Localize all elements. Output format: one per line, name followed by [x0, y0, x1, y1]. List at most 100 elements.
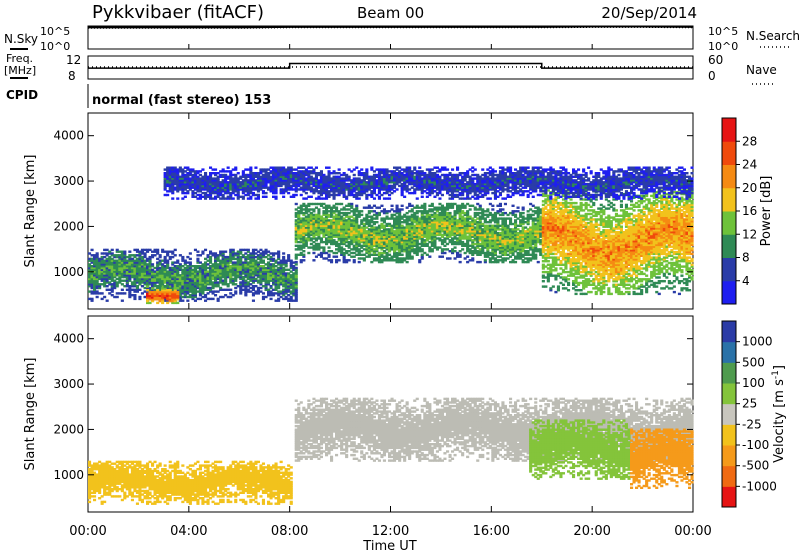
heatmap-cell [193, 285, 197, 288]
heatmap-cell [377, 240, 381, 244]
heatmap-cell [534, 228, 538, 231]
heatmap-cell [473, 222, 477, 226]
heatmap-cell [408, 215, 412, 218]
heatmap-cell [433, 246, 437, 249]
heatmap-cell [198, 272, 202, 275]
heatmap-cell [342, 259, 346, 262]
heatmap-cell [269, 265, 273, 268]
heatmap-cell [193, 295, 197, 299]
heatmap-cell [577, 247, 581, 250]
heatmap-cell [446, 204, 450, 207]
heatmap-cell [451, 239, 455, 242]
heatmap-cell [335, 260, 339, 264]
heatmap-cell [488, 224, 492, 227]
heatmap-cell [158, 270, 162, 273]
heatmap-cell [123, 266, 127, 270]
heatmap-cell [176, 274, 180, 277]
heatmap-cell [405, 226, 409, 229]
heatmap-cell [128, 259, 132, 262]
heatmap-cell [539, 242, 543, 246]
heatmap-cell [297, 213, 301, 217]
heatmap-cell [204, 268, 208, 271]
heatmap-cell [574, 281, 578, 285]
heatmap-cell [241, 254, 245, 257]
heatmap-cell [246, 255, 250, 259]
heatmap-cell [415, 210, 419, 213]
heatmap-cell [395, 244, 399, 247]
heatmap-cell [587, 225, 591, 228]
heatmap-cell [556, 211, 560, 214]
heatmap-cell [292, 266, 296, 270]
heatmap-cell [204, 279, 208, 282]
heatmap-cell [365, 246, 369, 249]
heatmap-cell [501, 244, 505, 247]
heatmap-cell [355, 210, 359, 213]
heatmap-cell [241, 277, 245, 281]
heatmap-cell [488, 242, 492, 246]
heatmap-cell [582, 229, 586, 232]
heatmap-cell [496, 255, 500, 258]
heatmap-cell [549, 201, 553, 205]
heatmap-cell [345, 224, 349, 227]
heatmap-cell [325, 240, 329, 244]
heatmap-cell [498, 231, 502, 235]
heatmap-cell [443, 237, 447, 240]
heatmap-cell [458, 224, 462, 227]
heatmap-cell [229, 281, 233, 284]
heatmap-cell [385, 255, 389, 258]
heatmap-cell [529, 231, 533, 235]
heatmap-cell [408, 255, 412, 258]
heatmap-cell [176, 292, 180, 296]
heatmap-cell [546, 200, 550, 203]
heatmap-cell [541, 203, 545, 207]
heatmap-cell [372, 226, 376, 229]
heatmap-cell [171, 279, 175, 282]
heatmap-cell [193, 270, 197, 273]
heatmap-cell [372, 222, 376, 226]
heatmap-cell [466, 224, 470, 227]
heatmap-cell [498, 259, 502, 262]
heatmap-cell [151, 275, 155, 279]
heatmap-cell [161, 270, 165, 273]
heatmap-cell [151, 285, 155, 288]
heatmap-cell [458, 211, 462, 215]
heatmap-cell [574, 267, 578, 270]
heatmap-cell [244, 261, 248, 264]
heatmap-cell [198, 277, 202, 281]
heatmap-cell [128, 268, 132, 271]
heatmap-cell [491, 219, 495, 222]
heatmap-cell [360, 231, 364, 235]
heatmap-cell [319, 224, 323, 227]
heatmap-cell [572, 280, 576, 283]
heatmap-cell [115, 295, 119, 299]
heatmap-cell [186, 274, 190, 277]
heatmap-cell [256, 270, 260, 273]
heatmap-cell [246, 272, 250, 275]
heatmap-cell [163, 270, 167, 273]
heatmap-cell [400, 228, 404, 231]
heatmap-cell [201, 277, 205, 281]
heatmap-cell [428, 208, 432, 211]
heatmap-cell [156, 261, 160, 264]
heatmap-cell [319, 237, 323, 240]
heatmap-cell [173, 266, 177, 270]
heatmap-cell [236, 261, 240, 264]
heatmap-cell [456, 251, 460, 255]
heatmap-cell [317, 208, 321, 211]
heatmap-cell [509, 219, 513, 222]
heatmap-cell [236, 275, 240, 279]
heatmap-cell [214, 272, 218, 275]
heatmap-cell [282, 279, 286, 282]
heatmap-cell [367, 233, 371, 237]
heatmap-cell [539, 226, 543, 229]
heatmap-cell [403, 259, 407, 262]
heatmap-cell [231, 263, 235, 266]
heatmap-cell [125, 266, 129, 270]
heatmap-cell [312, 202, 316, 206]
heatmap-cell [103, 283, 107, 286]
heatmap-cell [297, 221, 301, 224]
heatmap-cell [544, 194, 548, 198]
heatmap-cell [108, 270, 112, 273]
heatmap-cell [216, 285, 220, 288]
heatmap-cell [579, 263, 583, 266]
